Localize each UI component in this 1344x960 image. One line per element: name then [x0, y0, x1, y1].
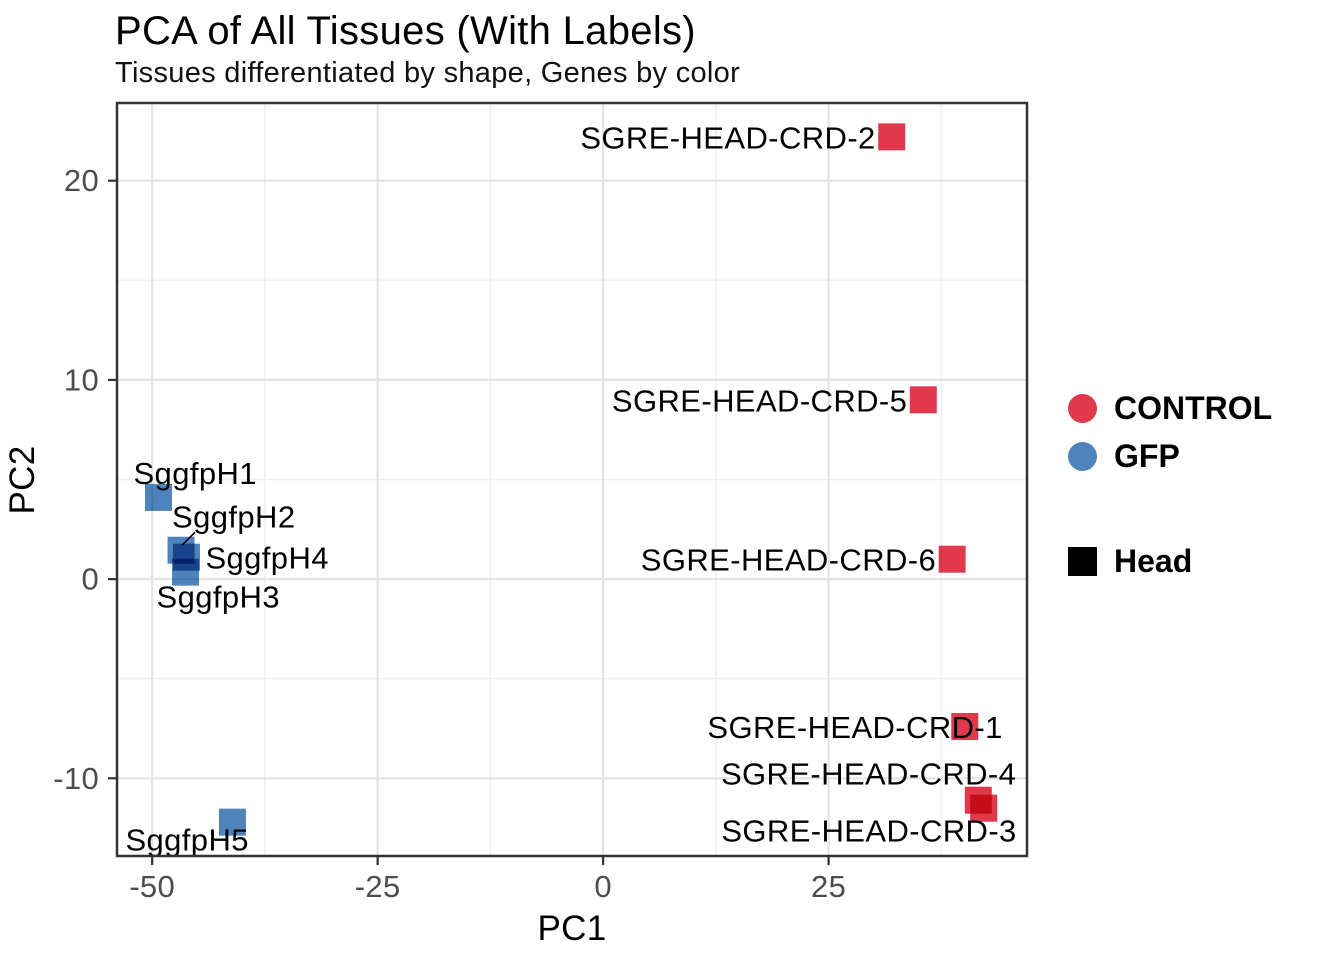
data-point-SGRE-HEAD-CRD-1 [951, 713, 979, 741]
head-square-icon [1068, 546, 1097, 576]
point-label-SGRE-HEAD-CRD-6: SGRE-HEAD-CRD-6 [641, 543, 936, 578]
point-label-SGRE-HEAD-CRD-4: SGRE-HEAD-CRD-4 [721, 757, 1016, 792]
point-label-SGRE-HEAD-CRD-3: SGRE-HEAD-CRD-3 [721, 814, 1016, 849]
x-tick-label: 25 [811, 869, 846, 904]
y-axis-title: PC2 [3, 446, 42, 515]
legend-entry-head: Head [1068, 537, 1272, 585]
data-point-SGRE-HEAD-CRD-2 [878, 123, 906, 151]
data-point-SGRE-HEAD-CRD-5 [909, 386, 937, 414]
panel-border [115, 101, 1029, 858]
y-tick-label: 10 [64, 362, 99, 397]
data-point-SggfpH5 [218, 808, 246, 836]
x-tick-label: -25 [355, 869, 401, 904]
chart-title: PCA of All Tissues (With Labels) [115, 9, 696, 53]
legend-label-gfp: GFP [1114, 437, 1180, 474]
point-label-SggfpH2: SggfpH2 [172, 500, 295, 535]
x-axis-title: PC1 [538, 909, 607, 948]
data-point-SGRE-HEAD-CRD-6 [938, 545, 966, 573]
data-point-SGRE-HEAD-CRD-3 [970, 794, 998, 822]
point-label-SggfpH4: SggfpH4 [205, 541, 328, 576]
point-label-SggfpH1: SggfpH1 [133, 456, 256, 491]
point-label-SGRE-HEAD-CRD-1: SGRE-HEAD-CRD-1 [707, 710, 1002, 745]
gfp-circle-icon [1068, 441, 1097, 471]
y-tick-label: 20 [64, 163, 99, 198]
point-label-SGRE-HEAD-CRD-5: SGRE-HEAD-CRD-5 [612, 383, 907, 418]
label-leader-line [181, 531, 196, 546]
point-label-SggfpH3: SggfpH3 [157, 580, 280, 615]
control-circle-icon [1068, 393, 1097, 423]
x-tick-label: -50 [129, 869, 175, 904]
legend: CONTROL GFP Head [1068, 384, 1272, 585]
point-label-SGRE-HEAD-CRD-2: SGRE-HEAD-CRD-2 [580, 120, 875, 155]
point-label-SggfpH5: SggfpH5 [125, 823, 248, 858]
legend-group-gap [1068, 480, 1272, 537]
data-point-SggfpH3 [172, 558, 200, 586]
data-point-SggfpH1 [144, 483, 172, 511]
y-tick-label: 0 [81, 562, 99, 597]
chart-subtitle: Tissues differentiated by shape, Genes b… [115, 57, 741, 89]
legend-entry-control: CONTROL [1068, 384, 1272, 432]
y-tick-label: -10 [53, 761, 99, 796]
legend-label-head: Head [1114, 542, 1193, 579]
legend-entry-gfp: GFP [1068, 432, 1272, 480]
legend-label-control: CONTROL [1114, 389, 1273, 426]
x-tick-label: 0 [594, 869, 612, 904]
